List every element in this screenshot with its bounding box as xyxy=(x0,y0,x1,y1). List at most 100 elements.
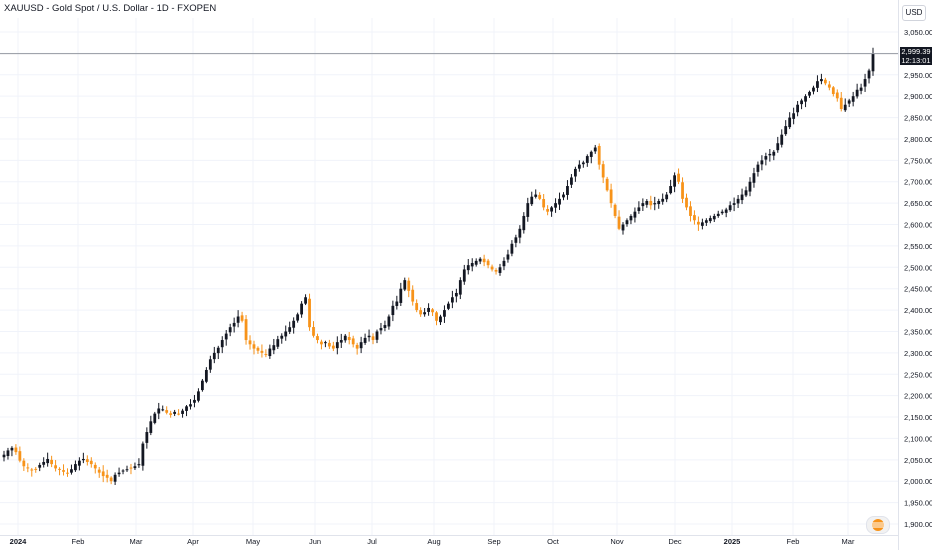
x-tick-label: Dec xyxy=(668,537,682,546)
candle-body xyxy=(320,341,323,345)
candle-body xyxy=(816,81,819,88)
candle-body xyxy=(292,320,296,328)
candle-body xyxy=(530,196,534,205)
candle-body xyxy=(621,224,625,231)
candle-body xyxy=(522,215,526,231)
candle-body xyxy=(534,194,538,197)
candle-body xyxy=(526,203,530,217)
candle-body xyxy=(113,474,117,482)
candle-body xyxy=(744,190,748,196)
candle-body xyxy=(605,178,609,191)
candle-body xyxy=(312,327,315,336)
candle-body xyxy=(855,89,859,97)
candle-body xyxy=(760,160,764,165)
candle-body xyxy=(201,380,204,391)
candle-body xyxy=(478,258,482,262)
candle-body xyxy=(597,145,601,165)
candle-body xyxy=(518,228,522,238)
candle-body xyxy=(792,113,796,119)
candle-body xyxy=(54,465,57,469)
candle-body xyxy=(633,211,637,218)
candle-body xyxy=(244,319,248,341)
candle-body xyxy=(129,467,133,469)
candle-body xyxy=(34,468,38,470)
y-tick-label: 2,400.00 xyxy=(904,306,932,315)
candle-body xyxy=(550,207,553,212)
candle-body xyxy=(546,209,550,212)
currency-button[interactable]: USD xyxy=(902,5,926,21)
candle-body xyxy=(18,451,22,461)
candle-body xyxy=(50,459,54,465)
candle-body xyxy=(77,460,81,466)
candle-body xyxy=(74,464,77,471)
y-tick-label: 2,550.00 xyxy=(904,242,932,251)
candle-body xyxy=(645,200,649,205)
y-tick-label: 2,450.00 xyxy=(904,285,932,294)
candle-body xyxy=(288,327,292,332)
candle-body xyxy=(42,461,46,465)
candle-body xyxy=(220,340,224,348)
candle-body xyxy=(720,211,724,214)
candle-body xyxy=(629,215,633,221)
candle-body xyxy=(197,391,200,401)
chart-title: XAUUSD - Gold Spot / U.S. Dollar - 1D - … xyxy=(4,3,217,14)
candle-body xyxy=(216,347,220,354)
time-scale: 2024 Feb Mar Apr May Jun Jul Aug Sep Oct Nov Dec 202… xyxy=(10,537,855,546)
candle-body xyxy=(447,303,450,309)
candle-body xyxy=(339,340,343,343)
candle-body xyxy=(867,70,871,79)
last-price-value: 2,999.39 xyxy=(901,47,931,56)
candle-body xyxy=(232,322,236,327)
candle-body xyxy=(58,468,61,470)
candle-body xyxy=(669,186,673,194)
candle-body xyxy=(470,263,474,267)
candle-body xyxy=(101,471,105,477)
candle-body xyxy=(693,215,696,221)
candle-body xyxy=(851,96,855,102)
candle-body xyxy=(304,297,307,304)
candle-body xyxy=(228,327,232,333)
candle-body xyxy=(577,164,581,169)
candle-body xyxy=(347,337,351,341)
candle-body xyxy=(109,477,113,482)
y-tick-label: 2,600.00 xyxy=(904,221,932,230)
candle-body xyxy=(30,469,34,471)
candle-body xyxy=(391,305,395,316)
candle-body xyxy=(93,464,97,469)
candle-body xyxy=(435,312,438,321)
candle-body xyxy=(161,409,165,411)
candle-body xyxy=(236,316,240,323)
candle-body xyxy=(224,333,228,340)
candle-body xyxy=(407,280,411,291)
fxopen-logo-icon[interactable] xyxy=(866,516,890,534)
candle-body xyxy=(732,203,736,205)
candle-body xyxy=(820,79,823,82)
candle-body xyxy=(308,298,311,328)
candle-body xyxy=(748,181,752,192)
candle-body xyxy=(26,467,30,469)
candle-body xyxy=(423,312,427,315)
candle-body xyxy=(248,340,252,345)
candle-body xyxy=(375,331,379,340)
y-tick-label: 2,300.00 xyxy=(904,349,932,358)
candle-body xyxy=(617,216,621,229)
candle-body xyxy=(6,450,10,457)
candle-body xyxy=(125,469,129,471)
candle-body xyxy=(562,194,565,198)
candle-body xyxy=(613,204,617,216)
candle-body xyxy=(14,447,18,453)
candle-body xyxy=(685,197,688,208)
candle-body xyxy=(839,97,843,110)
candle-body xyxy=(780,134,784,145)
candle-body xyxy=(454,292,458,297)
candle-body xyxy=(796,104,800,113)
candle-body xyxy=(835,92,839,99)
y-tick-label: 2,850.00 xyxy=(904,114,932,123)
y-tick-label: 2,650.00 xyxy=(904,199,932,208)
candle-body xyxy=(165,410,169,413)
candle-body xyxy=(847,100,851,104)
candle-body xyxy=(284,331,288,337)
candle-body xyxy=(585,156,589,163)
candle-body xyxy=(81,458,85,461)
